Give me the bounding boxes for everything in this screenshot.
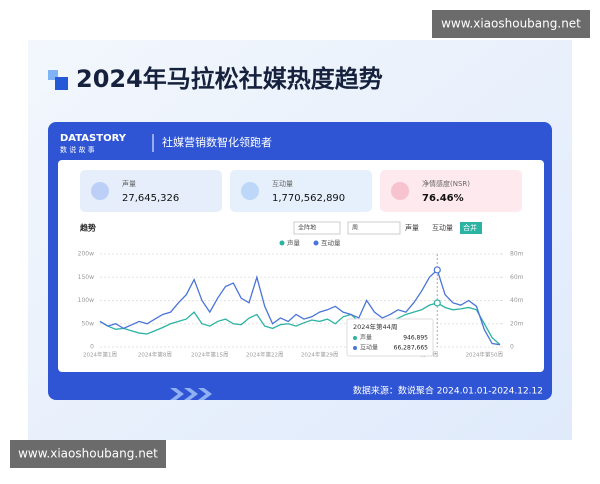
stat-label: 声量 — [122, 179, 136, 188]
legend-swatch — [313, 240, 319, 246]
y2-tick-label: 20m — [510, 320, 524, 327]
y2-tick-label: 0 — [510, 344, 514, 351]
tooltip-title: 2024年第44周 — [353, 322, 397, 331]
stat-label: 互动量 — [272, 179, 293, 188]
y2-tick-label: 60m — [510, 274, 524, 281]
watermark-box — [10, 440, 166, 468]
series-line — [99, 268, 501, 346]
select-text: 全阵地 — [298, 224, 316, 232]
x-tick-label: 2024年第8周 — [138, 351, 172, 359]
hover-dot — [433, 299, 441, 307]
y-tick-label: 50w — [81, 320, 94, 327]
hover-dot — [433, 266, 441, 274]
select[interactable] — [347, 221, 401, 235]
tooltip — [346, 318, 434, 357]
title-icon — [55, 77, 68, 90]
y-tick-label: 100w — [78, 297, 94, 304]
tooltip-value: 66,287,665 — [394, 345, 429, 352]
tooltip-swatch — [353, 336, 357, 340]
tooltip-swatch — [353, 346, 357, 350]
select-text: 周 — [352, 225, 358, 232]
y-tick-label: 150w — [78, 274, 94, 281]
legend-swatch — [279, 240, 285, 246]
y-tick-label: 0 — [90, 344, 94, 351]
y2-tick-label: 40m — [510, 297, 524, 304]
watermark: www.xiaoshoubang.net — [441, 17, 581, 31]
title-icon — [48, 70, 58, 80]
legend-label: 互动量 — [321, 239, 341, 247]
stat-box — [380, 170, 522, 212]
tooltip-name: 互动量 — [360, 345, 378, 352]
tooltip-value: 946,895 — [403, 335, 428, 342]
footer: 数据来源：数说聚合 2024.01.01-2024.12.12 — [353, 385, 543, 397]
tab[interactable]: 互动量 — [432, 223, 453, 232]
x-tick-label: 2024年第15周 — [191, 351, 229, 359]
tooltip-name: 声量 — [360, 334, 372, 342]
series-line — [99, 302, 501, 346]
select[interactable] — [293, 221, 341, 235]
section-title: 趋势 — [79, 223, 96, 233]
y2-tick-label: 80m — [510, 251, 524, 258]
stat-value: 27,645,326 — [122, 193, 179, 204]
tab[interactable]: 合并 — [463, 223, 477, 232]
stat-value: 76.46% — [422, 193, 464, 204]
x-tick-label: 2024年第1周 — [83, 351, 117, 359]
stat-icon — [241, 182, 259, 200]
stat-box — [80, 170, 222, 212]
stat-icon — [91, 182, 109, 200]
x-tick-label: 2024年第29周 — [301, 351, 339, 359]
watermark-box — [432, 10, 590, 38]
y-tick-label: 200w — [78, 251, 94, 258]
tab[interactable]: 声量 — [405, 223, 419, 232]
x-tick-label: 2024年第50周 — [466, 351, 504, 359]
logo: DATASTORY — [60, 133, 127, 144]
decoration — [170, 388, 212, 400]
stat-value: 1,770,562,890 — [272, 193, 345, 204]
tab-active[interactable] — [460, 222, 482, 234]
logo-sub: 数 说 故 事 — [60, 145, 95, 154]
stat-box — [230, 170, 372, 212]
watermark: www.xiaoshoubang.net — [18, 447, 158, 461]
x-tick-label: 2024年第22周 — [246, 351, 284, 359]
title: 2024年马拉松社媒热度趋势 — [76, 65, 383, 93]
stat-icon — [391, 182, 409, 200]
legend-label: 声量 — [287, 238, 301, 247]
stat-label: 净情感度(NSR) — [422, 179, 470, 188]
slogan: 社媒营销数智化领跑者 — [162, 135, 272, 149]
